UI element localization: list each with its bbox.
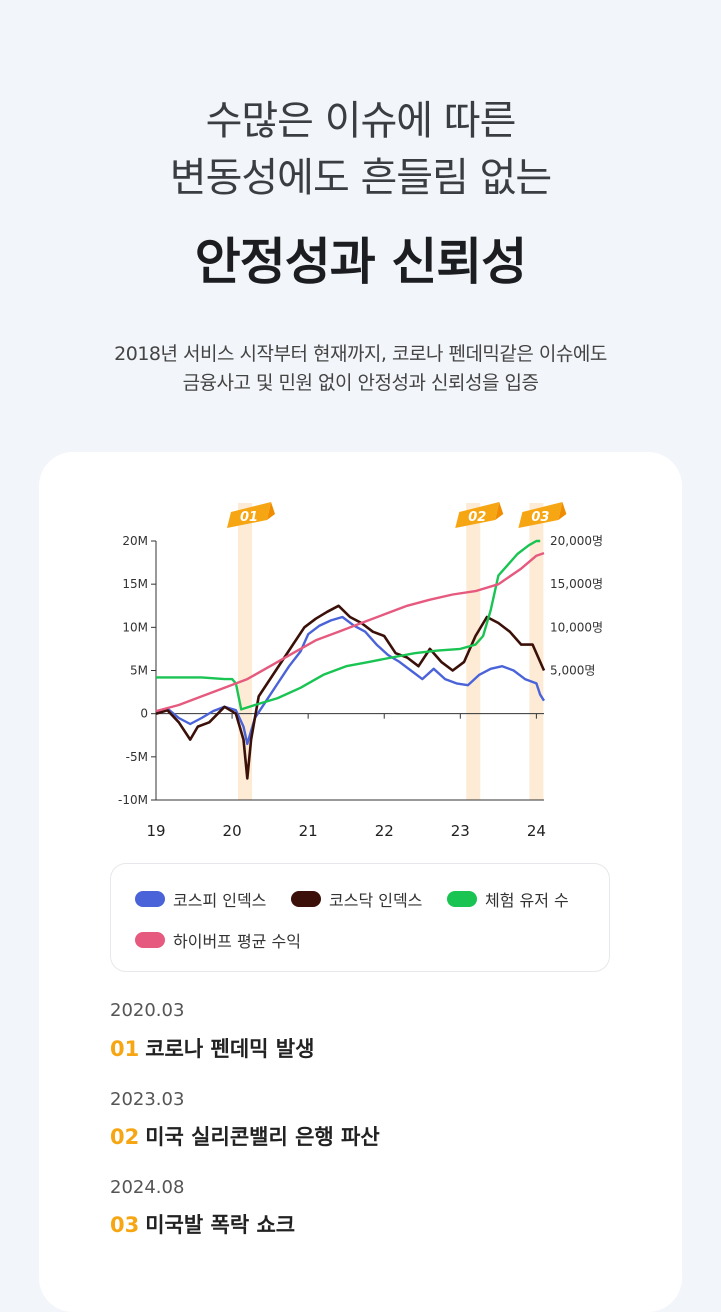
legend-item-users: 체험 유저 수 bbox=[447, 887, 569, 911]
legend-swatch-users bbox=[447, 891, 477, 907]
y-tick-label: -5M bbox=[126, 750, 148, 764]
event-title-text: 미국발 폭락 쇼크 bbox=[145, 1213, 296, 1237]
y2-tick-label: 15,000명 bbox=[550, 577, 603, 591]
legend-label-return: 하이버프 평균 수익 bbox=[173, 932, 301, 951]
event-title: 01 코로나 펜데믹 발생 bbox=[110, 1033, 314, 1063]
legend-swatch-return bbox=[135, 932, 165, 948]
event-flag-tail bbox=[558, 502, 567, 520]
series-line-1 bbox=[155, 604, 546, 780]
legend-item-return: 하이버프 평균 수익 bbox=[135, 928, 301, 952]
subtitle-line1: 2018년 서비스 시작부터 현재까지, 코로나 펜데믹같은 이슈에도 bbox=[114, 343, 607, 365]
event-flag-label: 03 bbox=[531, 510, 549, 525]
event-title-text: 미국 실리콘밸리 은행 파산 bbox=[145, 1125, 380, 1149]
event-flag-03: 03 bbox=[518, 502, 567, 528]
x-tick-label: 24 bbox=[527, 822, 546, 840]
y2-tick-label: 20,000명 bbox=[550, 534, 603, 548]
legend-swatch-kospi bbox=[135, 891, 165, 907]
subtitle: 2018년 서비스 시작부터 현재까지, 코로나 펜데믹같은 이슈에도 금융사고… bbox=[0, 340, 721, 398]
y-tick-label: 0 bbox=[140, 707, 148, 721]
x-tick-label: 19 bbox=[146, 822, 165, 840]
legend-label-kosdaq: 코스닥 인덱스 bbox=[329, 891, 423, 910]
series-line-2 bbox=[156, 539, 541, 711]
event-title: 02 미국 실리콘밸리 은행 파산 bbox=[110, 1121, 380, 1151]
event-title-text: 코로나 펜데믹 발생 bbox=[145, 1037, 315, 1061]
event-title: 03 미국발 폭락 쇼크 bbox=[110, 1209, 295, 1239]
event-band-02 bbox=[466, 503, 481, 800]
legend-label-users: 체험 유저 수 bbox=[485, 891, 569, 910]
event-date: 2020.03 bbox=[110, 1000, 185, 1021]
event-flag-shape bbox=[455, 502, 500, 528]
legend-label-kospi: 코스피 인덱스 bbox=[173, 891, 267, 910]
event-flag-01: 01 bbox=[227, 502, 276, 528]
headline-line2: 변동성에도 흔들림 없는 bbox=[169, 155, 552, 201]
event-flag-02: 02 bbox=[455, 502, 504, 528]
series-line-0 bbox=[155, 615, 546, 746]
x-tick-label: 21 bbox=[299, 822, 318, 840]
legend-item-kospi: 코스피 인덱스 bbox=[135, 887, 266, 911]
y2-tick-label: 10,000명 bbox=[550, 620, 603, 634]
headline-emphasis: 안정성과 신뢰성 bbox=[194, 233, 527, 291]
subtitle-line2: 금융사고 및 민원 없이 안정성과 신뢰성을 입증 bbox=[182, 372, 539, 394]
headline-line1: 수많은 이슈에 따른 bbox=[205, 98, 517, 144]
event-flag-shape bbox=[227, 502, 272, 528]
legend-swatch-kosdaq bbox=[291, 891, 321, 907]
legend-item-kosdaq: 코스닥 인덱스 bbox=[291, 887, 422, 911]
event-flag-shape bbox=[518, 502, 563, 528]
event-flag-label: 01 bbox=[240, 510, 258, 525]
x-tick-label: 23 bbox=[451, 822, 470, 840]
event-flag-tail bbox=[267, 502, 276, 520]
y-tick-label: 5M bbox=[130, 664, 148, 678]
chart-legend: 코스피 인덱스 코스닥 인덱스 체험 유저 수 하이버프 평균 수익 bbox=[110, 863, 610, 972]
event-band-01 bbox=[238, 503, 253, 800]
event-flag-tail bbox=[495, 502, 504, 520]
x-tick-label: 22 bbox=[375, 822, 394, 840]
event-date: 2024.08 bbox=[110, 1177, 185, 1198]
y-tick-label: -10M bbox=[118, 793, 148, 807]
y2-tick-label: 5,000명 bbox=[550, 664, 595, 678]
y-tick-label: 10M bbox=[122, 620, 148, 634]
event-number: 01 bbox=[110, 1037, 140, 1061]
event-flag-label: 02 bbox=[468, 510, 486, 525]
y-tick-label: 15M bbox=[122, 577, 148, 591]
chart-card: 20M 15M 10M 5M 0 -5M -10M 20,000명 15,000명 10,000명… bbox=[39, 452, 682, 1312]
y-tick-label: 20M bbox=[122, 534, 148, 548]
series-line-3 bbox=[155, 551, 545, 713]
x-tick-label: 20 bbox=[223, 822, 242, 840]
event-number: 03 bbox=[110, 1213, 140, 1237]
event-date: 2023.03 bbox=[110, 1089, 185, 1110]
event-number: 02 bbox=[110, 1125, 140, 1149]
line-chart: 20M 15M 10M 5M 0 -5M -10M 20,000명 15,000명 10,000명… bbox=[118, 502, 603, 840]
